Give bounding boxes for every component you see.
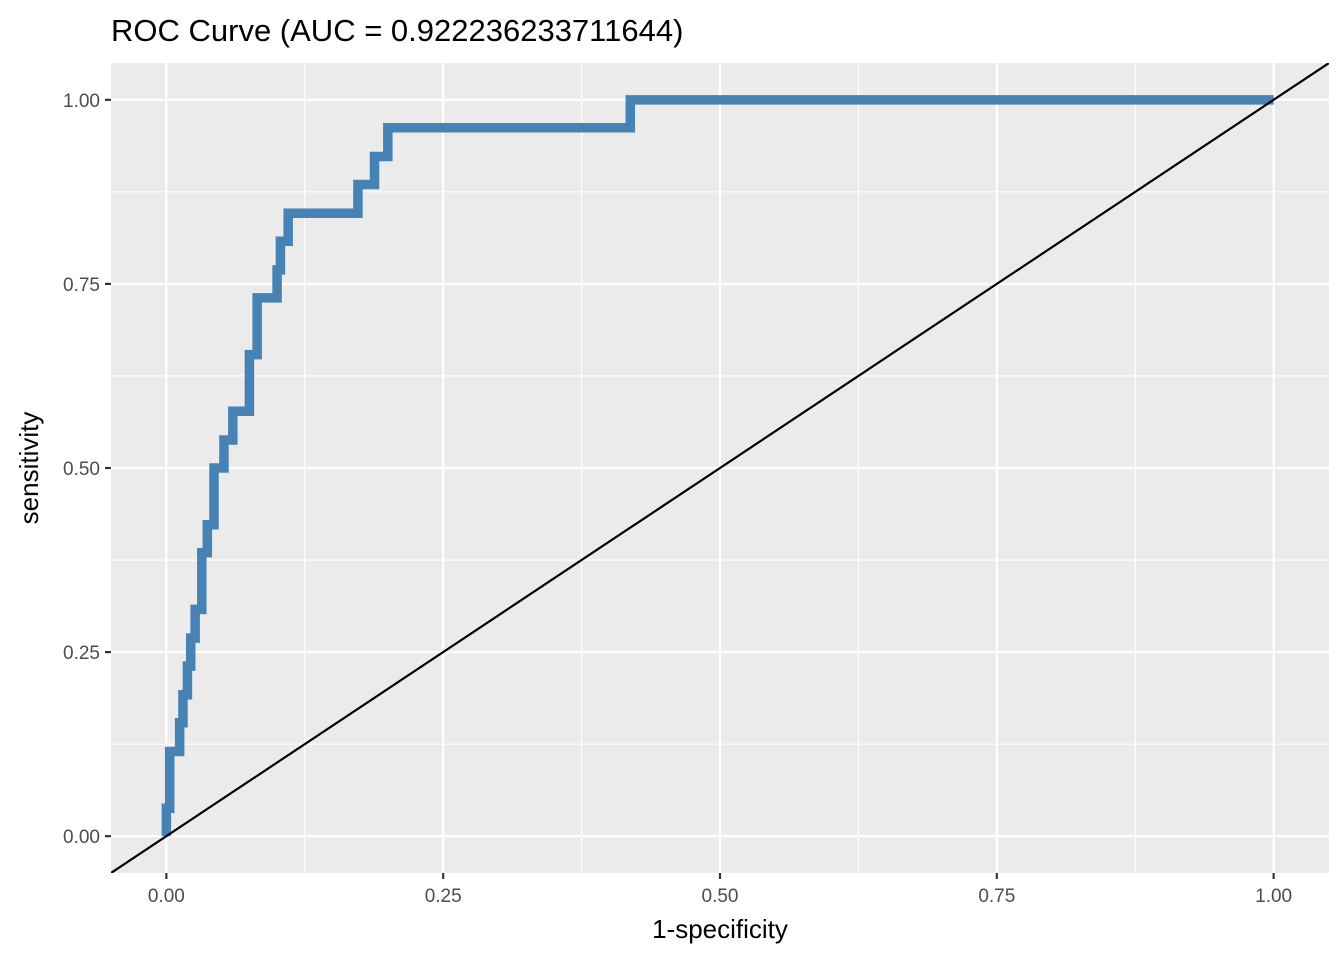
- y-axis: 0.00 0.25 0.50 0.75 1.00: [63, 91, 111, 848]
- x-tick-label: 1.00: [1255, 886, 1292, 907]
- series-layer: [111, 63, 1329, 873]
- x-axis: 0.00 0.25 0.50 0.75 1.00: [148, 873, 1292, 907]
- x-tick-label: 0.25: [425, 886, 462, 907]
- chart-title: ROC Curve (AUC = 0.922236233711644): [111, 13, 683, 48]
- x-tick-label: 0.50: [702, 886, 739, 907]
- y-tick-label: 0.00: [63, 827, 100, 848]
- x-tick-label: 0.00: [148, 886, 185, 907]
- y-tick-label: 0.75: [63, 275, 100, 296]
- y-axis-title: sensitivity: [14, 412, 44, 525]
- y-tick-label: 1.00: [63, 91, 100, 112]
- x-tick-label: 0.75: [978, 886, 1015, 907]
- roc-curve-line: [161, 95, 1274, 837]
- x-axis-title: 1-specificity: [652, 914, 788, 944]
- y-tick-label: 0.25: [63, 643, 100, 664]
- y-tick-label: 0.50: [63, 459, 100, 480]
- reference-diagonal-line: [111, 63, 1329, 873]
